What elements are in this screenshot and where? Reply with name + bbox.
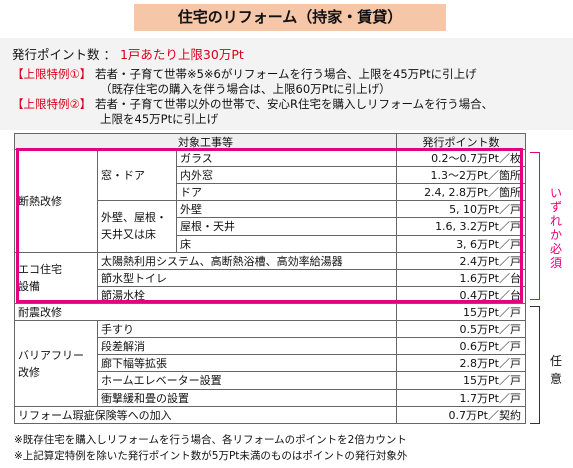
special2-tag: 【上限特例②】 <box>12 97 92 111</box>
item-inner-window: 内外窓 <box>176 166 397 184</box>
points-solar: 2.4万Pt／戸 <box>396 252 526 270</box>
points-shock: 1.7万Pt／戸 <box>396 389 526 407</box>
item-solar: 太陽熱利用システム、高断熱浴槽、高効率給湯器 <box>97 252 397 270</box>
points-toilet: 1.6万Pt／台 <box>396 269 526 287</box>
points-inner-window: 1.3～2万Pt／箇所 <box>396 166 526 184</box>
points-label: 発行ポイント数 ： <box>12 47 116 62</box>
points-insurance: 0.7万Pt／契約 <box>396 406 526 424</box>
note-1: ※既存住宅を購入しリフォームを行う場合、各リフォームのポイントを2倍カウント <box>14 434 407 446</box>
category-eco: エコ住宅 設備 <box>14 252 98 304</box>
item-corridor: 廊下幅等拡張 <box>97 354 397 372</box>
wall-roof-line2: 天井又は床 <box>101 228 156 241</box>
eco-line2: 設備 <box>18 280 40 293</box>
item-floor: 床 <box>176 235 397 253</box>
subcategory-window-door: 窓・ドア <box>97 149 177 201</box>
item-toilet: 節水型トイレ <box>97 269 397 287</box>
item-roof: 屋根・天井 <box>176 217 397 236</box>
required-label: いずれ か必須 <box>549 186 562 270</box>
special1-line2: （既存住宅の購入を伴う場合は、上限60万Ptに引上げ） <box>100 82 391 96</box>
item-handrail: 手すり <box>97 320 397 338</box>
special1-tag: 【上限特例①】 <box>12 67 92 81</box>
header-work: 対象工事等 <box>14 133 397 150</box>
special2-text1: 若者・子育て世帯以外の世帯で、安心R住宅を購入しリフォームを行う場合、 <box>94 97 494 111</box>
header-points: 発行ポイント数 <box>396 133 526 150</box>
barrier-line1: バリアフリー <box>18 349 84 362</box>
points-glass: 0.2～0.7万Pt／枚 <box>396 149 526 167</box>
item-step: 段差解消 <box>97 337 397 355</box>
subcategory-wall-roof: 外壁、屋根・ 天井又は床 <box>97 200 177 253</box>
item-elevator: ホームエレベーター設置 <box>97 371 397 390</box>
eco-line1: エコ住宅 <box>18 263 62 276</box>
points-outer-wall: 5, 10万Pt／戸 <box>396 200 526 218</box>
optional-label: 任意 <box>549 354 562 386</box>
special2-line2: 上限を45万Ptに引上げ <box>100 112 219 126</box>
special1-line1: 【上限特例①】 若者・子育て世帯※5※6がリフォームを行う場合、上限を45万Pt… <box>12 66 477 82</box>
special1-text1: 若者・子育て世帯※5※6がリフォームを行う場合、上限を45万Ptに引上げ <box>94 67 477 81</box>
points-handrail: 0.5万Pt／戸 <box>396 320 526 338</box>
points-step: 0.6万Pt／戸 <box>396 337 526 355</box>
optional-bracket <box>530 306 540 424</box>
item-shock: 衝撃緩和畳の設置 <box>97 389 397 407</box>
item-seismic: 耐震改修 <box>14 303 397 321</box>
special2-line1: 【上限特例②】 若者・子育て世帯以外の世帯で、安心R住宅を購入しリフォームを行う… <box>12 96 493 112</box>
item-glass: ガラス <box>176 149 397 167</box>
item-outer-wall: 外壁 <box>176 200 397 218</box>
info-panel <box>0 38 573 130</box>
page-title: 住宅のリフォーム（持家・賃貸） <box>134 4 446 31</box>
category-barrier-free: バリアフリー 改修 <box>14 320 98 407</box>
points-door: 2.4, 2.8万Pt／箇所 <box>396 183 526 201</box>
category-insulation: 断熱改修 <box>14 149 98 253</box>
item-faucet: 節湯水栓 <box>97 286 397 304</box>
item-door: ドア <box>176 183 397 201</box>
wall-roof-line1: 外壁、屋根・ <box>101 211 167 224</box>
note-2: ※上記算定特例を除いた発行ポイント数が5万Pt未満のものはポイントの発行対象外 <box>14 450 408 462</box>
points-value: 1戸あたり上限30万Pt <box>119 47 244 62</box>
points-elevator: 15万Pt／戸 <box>396 371 526 390</box>
points-seismic: 15万Pt／戸 <box>396 303 526 321</box>
item-insurance: リフォーム瑕疵保険等への加入 <box>14 406 397 424</box>
points-faucet: 0.4万Pt／台 <box>396 286 526 304</box>
required-bracket <box>530 152 540 300</box>
points-line: 発行ポイント数 ： 1戸あたり上限30万Pt <box>12 44 244 63</box>
points-roof: 1.6, 3.2万Pt／戸 <box>396 217 526 236</box>
points-corridor: 2.8万Pt／戸 <box>396 354 526 372</box>
barrier-line2: 改修 <box>18 366 40 379</box>
work-table: 対象工事等 発行ポイント数 断熱改修 窓・ドア ガラス 0.2～0.7万Pt／枚… <box>14 133 526 425</box>
points-floor: 3, 6万Pt／戸 <box>396 235 526 253</box>
